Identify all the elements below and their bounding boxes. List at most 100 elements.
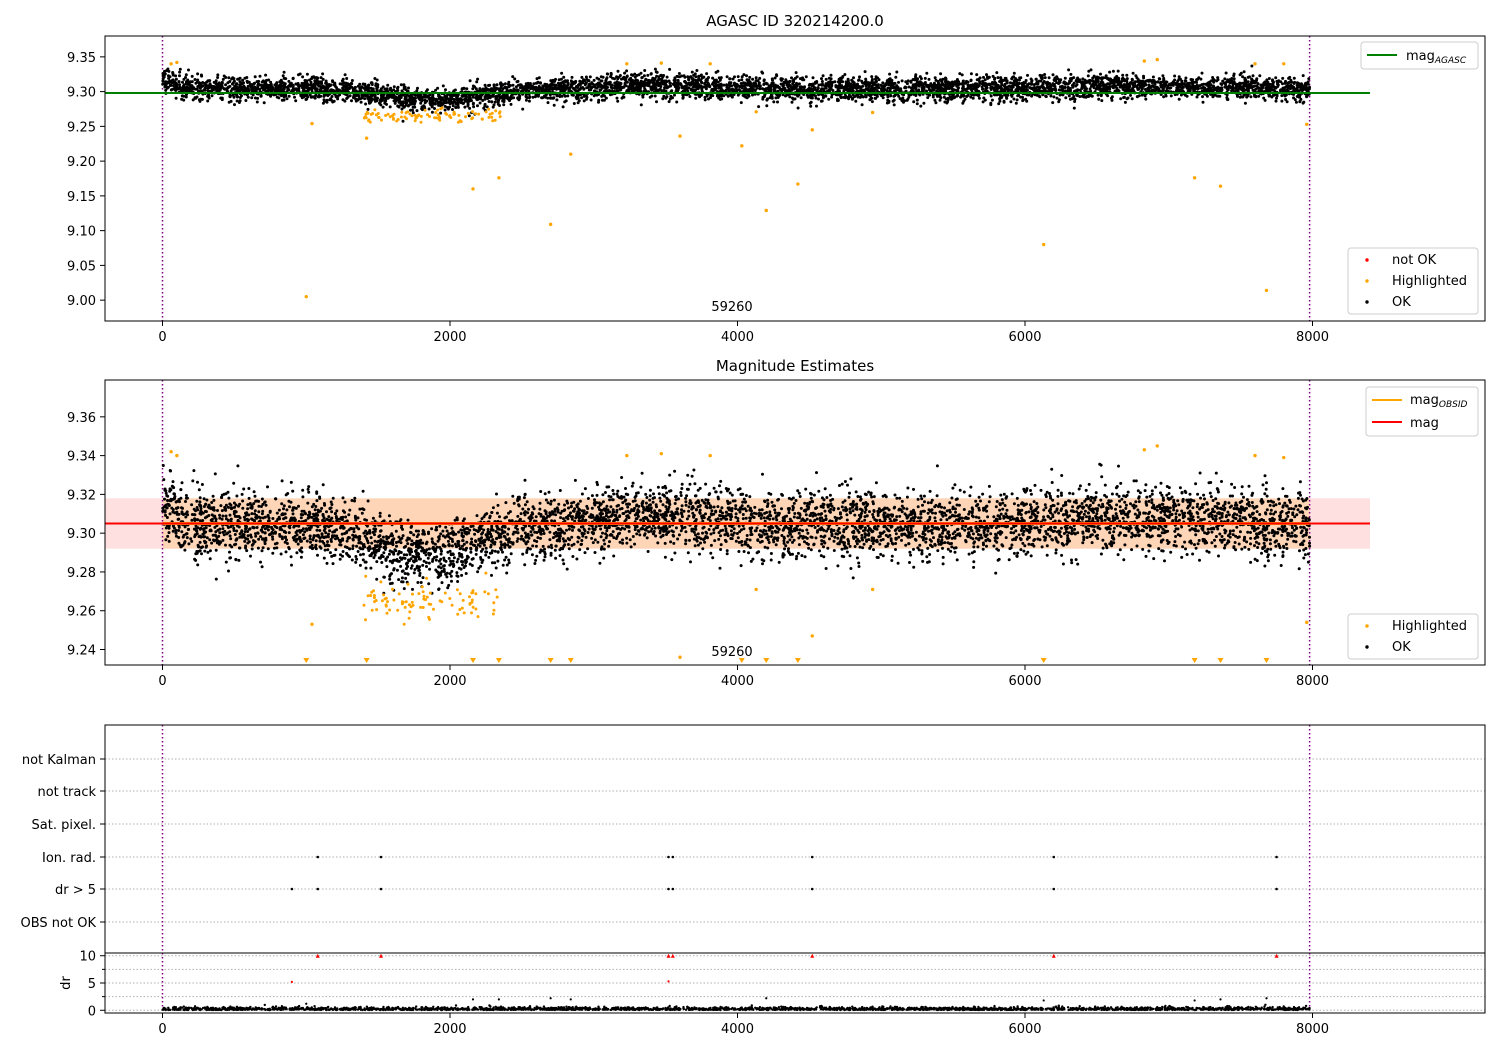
ok-point [734, 87, 738, 91]
ok-point [770, 77, 774, 81]
ok-point [476, 77, 480, 81]
ok-point [1301, 74, 1305, 78]
ok-point [312, 82, 316, 86]
ok-point [555, 98, 559, 102]
ok-point [651, 76, 655, 80]
ok-point [639, 103, 643, 107]
ok-point [854, 84, 857, 87]
ok-point [1072, 81, 1076, 85]
ok-point [498, 88, 501, 92]
ok-point [935, 83, 939, 87]
ok-point [491, 94, 495, 98]
ok-point [1201, 85, 1205, 89]
ok-point [1119, 84, 1123, 87]
ok-point [794, 71, 798, 75]
ok-point [773, 86, 776, 90]
ok-point [1242, 70, 1246, 74]
ok-point [483, 97, 487, 101]
ok-point [1280, 94, 1284, 98]
ok-point [483, 83, 487, 87]
ok-point [791, 86, 795, 90]
ok-point [531, 85, 535, 89]
ok-point [414, 96, 417, 100]
ok-point [1009, 100, 1013, 104]
ok-point [677, 75, 681, 79]
ok-point [900, 79, 904, 83]
ok-point [1263, 98, 1267, 102]
ok-point [350, 79, 354, 82]
ok-point [635, 73, 639, 77]
ok-point [808, 101, 812, 105]
ok-point [730, 95, 734, 99]
ok-point [1207, 88, 1211, 92]
ok-point [1158, 89, 1161, 93]
ok-point [427, 107, 431, 111]
ok-point [261, 79, 265, 83]
ok-point [693, 88, 696, 92]
ok-point [1304, 85, 1308, 89]
ok-point [653, 67, 657, 71]
ok-point [498, 96, 502, 100]
ok-point [174, 96, 178, 100]
ok-point [731, 87, 734, 91]
ok-point [1125, 73, 1129, 77]
ok-point [580, 96, 584, 100]
ok-point [1308, 85, 1311, 89]
ok-point [616, 99, 620, 103]
ok-point [1184, 79, 1188, 83]
ok-point [301, 75, 305, 79]
ok-point [178, 67, 182, 71]
ok-point [801, 76, 804, 80]
ok-point [321, 77, 325, 81]
ok-point [604, 96, 608, 100]
ok-point [552, 83, 556, 87]
ok-point [879, 83, 883, 87]
ok-point [1057, 81, 1061, 85]
ok-point [558, 95, 562, 98]
ok-point [167, 81, 171, 85]
ok-point [648, 95, 652, 99]
ok-point [654, 88, 658, 92]
ok-point [190, 74, 194, 78]
ok-point [253, 75, 257, 79]
ok-point [476, 104, 479, 108]
ok-point [1253, 81, 1257, 85]
ok-point [301, 83, 305, 87]
ok-point [1255, 78, 1258, 82]
ok-point [1175, 81, 1179, 85]
ok-point [319, 94, 323, 98]
ok-point [698, 95, 702, 99]
ok-point [343, 73, 347, 77]
ok-point [370, 97, 374, 101]
ok-point [910, 86, 913, 90]
ok-point [1097, 97, 1101, 101]
ok-point [1228, 78, 1232, 82]
ok-point [698, 85, 702, 89]
ok-point [411, 111, 415, 115]
ok-point [1125, 77, 1129, 81]
ok-point [785, 83, 789, 87]
ok-point [569, 83, 573, 87]
ok-point [514, 85, 518, 89]
ok-point [501, 94, 505, 98]
ok-point [649, 80, 653, 84]
ok-point [1201, 100, 1205, 104]
ok-point [1256, 82, 1260, 86]
ok-point [1017, 82, 1021, 85]
ok-point [289, 81, 293, 85]
ok-point [807, 83, 811, 87]
ok-point [790, 76, 793, 80]
ok-point [1164, 94, 1168, 98]
ok-point [1073, 97, 1077, 101]
ok-point [1102, 83, 1106, 87]
ok-point [1086, 80, 1090, 84]
ok-point [714, 78, 718, 82]
ok-point [719, 77, 723, 81]
ok-point [207, 85, 211, 89]
ok-point [765, 82, 769, 86]
ok-point [1108, 70, 1112, 74]
ok-point [990, 98, 994, 102]
ok-point [1053, 85, 1057, 88]
ok-point [1089, 84, 1093, 88]
ok-point [475, 80, 479, 84]
